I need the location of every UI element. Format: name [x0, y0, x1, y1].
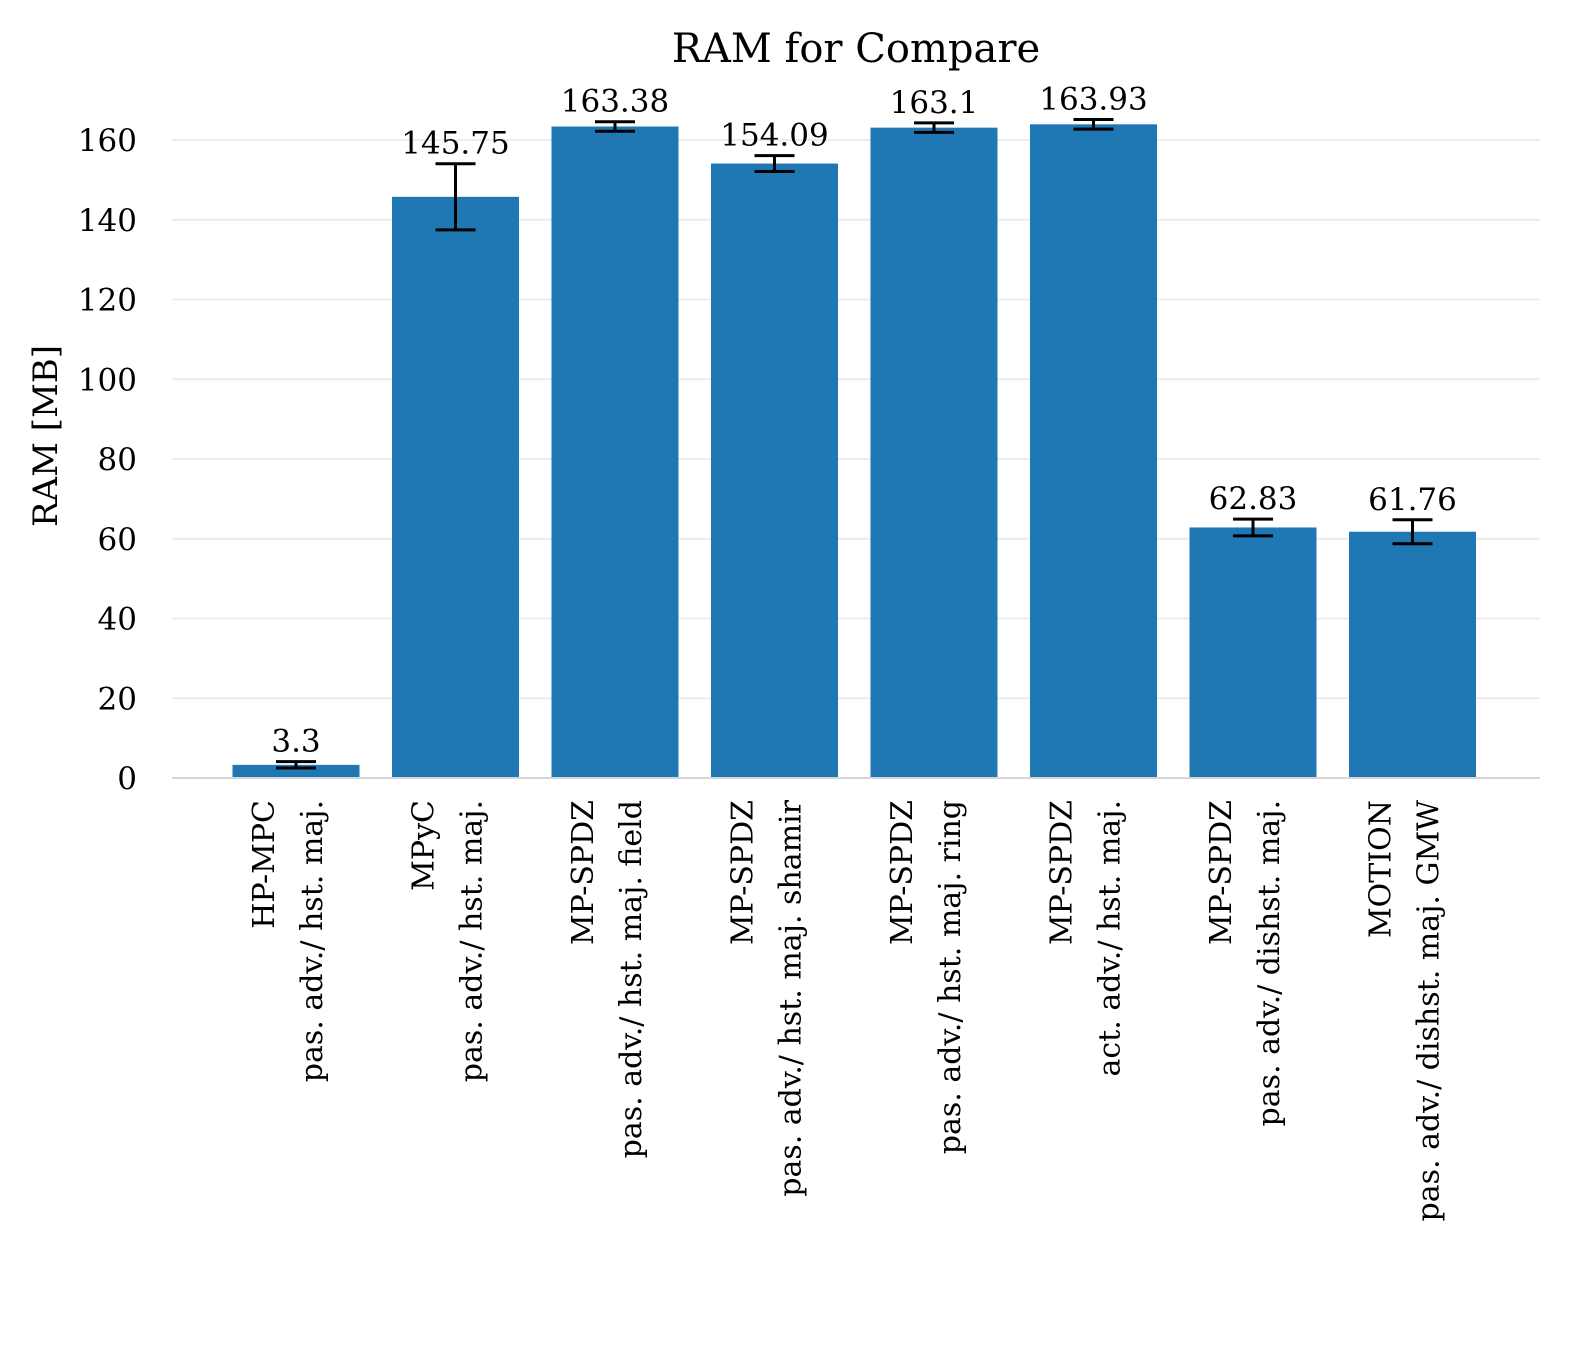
x-tick-label: MP-SPDZ: [726, 800, 761, 945]
x-tick-label: MOTION: [1364, 800, 1399, 938]
value-label: 145.75: [401, 126, 509, 162]
value-label: 154.09: [720, 118, 828, 154]
x-tick-label: pas. adv./ hst. maj. ring: [933, 800, 968, 1154]
x-tick-label: pas. adv./ hst. maj.: [295, 800, 330, 1082]
x-tick-label: MP-SPDZ: [1045, 800, 1080, 945]
x-tick-labels: HP-MPC pas. adv./ hst. maj. MPyC pas. adv./…: [247, 799, 1447, 1221]
y-tick-label: 60: [98, 522, 137, 558]
x-tick-label: pas. adv./ hst. maj. field: [614, 800, 649, 1158]
x-tick-label: MP-SPDZ: [1204, 800, 1239, 945]
value-label: 62.83: [1209, 481, 1298, 517]
bar: [1030, 124, 1157, 779]
y-tick-label: 140: [78, 203, 137, 239]
value-label: 163.1: [890, 85, 979, 121]
x-tick-label: pas. adv./ dishst. maj.: [1252, 800, 1287, 1126]
bar: [1349, 531, 1476, 778]
bar: [1189, 527, 1317, 778]
value-label: 61.76: [1368, 482, 1457, 518]
x-tick-label: HP-MPC: [247, 800, 282, 929]
x-tick-label: pas. adv./ dishst. maj. GMW: [1412, 800, 1447, 1222]
value-labels: 3.3 145.75 163.38 154.09 163.1 163.93 62.83 61.…: [271, 82, 1457, 760]
y-tick-label: 80: [98, 442, 137, 478]
y-tick-label: 100: [78, 362, 137, 398]
x-tick-label: pas. adv./ hst. maj. shamir: [774, 799, 809, 1196]
value-label: 3.3: [271, 724, 320, 760]
y-tick-labels: 0 20 40 60 80 100 120 140 160: [78, 123, 137, 797]
bar: [711, 163, 838, 778]
x-tick-label: pas. adv./ hst. maj.: [455, 800, 490, 1082]
y-tick-label: 0: [117, 761, 137, 797]
y-tick-label: 40: [98, 602, 137, 638]
error-bars: [276, 118, 1433, 770]
y-tick-label: 160: [78, 123, 137, 159]
x-tick-label: MPyC: [407, 800, 442, 891]
y-axis-label: RAM [MB]: [26, 345, 66, 527]
value-label: 163.93: [1039, 82, 1147, 118]
bar: [870, 127, 998, 779]
y-tick-label: 120: [78, 283, 137, 319]
bar: [392, 196, 519, 778]
x-tick-label: MP-SPDZ: [566, 800, 601, 945]
bar: [232, 764, 360, 778]
bars: [232, 124, 1476, 779]
y-tick-label: 20: [98, 681, 137, 717]
value-label: 163.38: [561, 84, 669, 120]
bar: [551, 126, 679, 779]
grid-lines: [172, 139, 1540, 700]
x-tick-label: MP-SPDZ: [885, 800, 920, 945]
chart-title: RAM for Compare: [672, 26, 1040, 72]
x-tick-label: act. adv./ hst. maj.: [1093, 800, 1128, 1077]
